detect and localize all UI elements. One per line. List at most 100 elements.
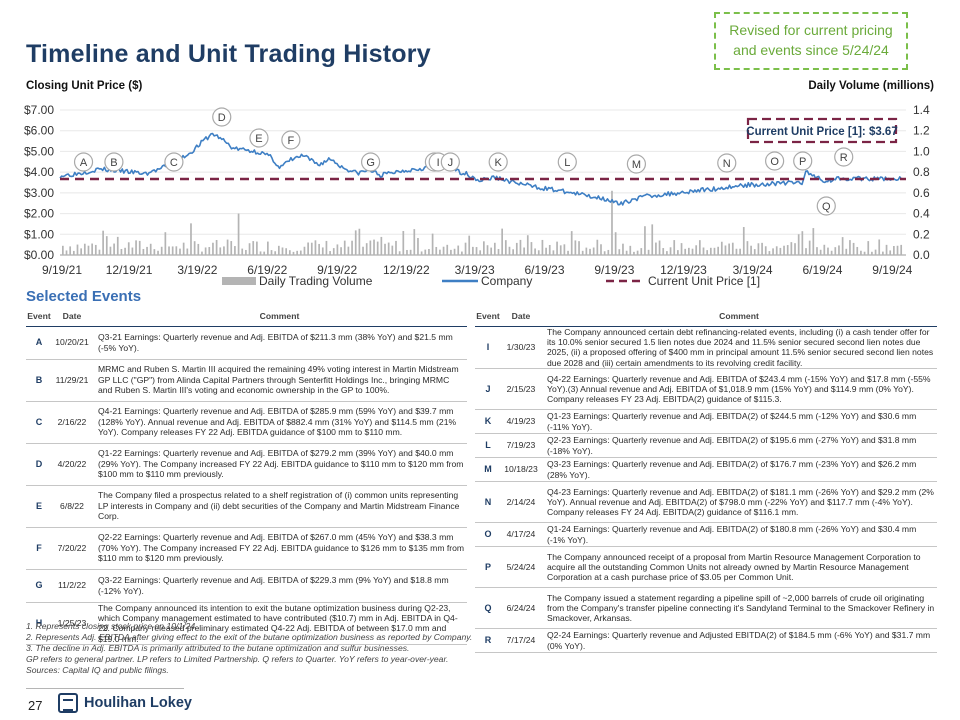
event-marker-j: J <box>440 152 460 172</box>
y-tick-label: $3.00 <box>24 186 54 200</box>
volume-bar <box>468 235 471 255</box>
x-tick-label: 9/19/23 <box>594 263 634 277</box>
footnote: 3. The decline in Adj. EBITDA is primari… <box>26 643 410 653</box>
volume-bar <box>182 242 185 255</box>
volume-bar <box>856 246 859 255</box>
x-tick-label: 12/19/21 <box>106 263 153 277</box>
event-marker-g: G <box>361 152 381 172</box>
volume-bar <box>783 245 785 255</box>
event-label: H <box>26 602 52 646</box>
volume-bar <box>655 242 657 255</box>
event-marker-label: C <box>170 157 178 169</box>
volume-bar <box>845 248 848 255</box>
event-date: 4/17/24 <box>501 522 541 548</box>
events-table-right: Event Date Comment I 1/30/23 The Company a… <box>475 306 937 654</box>
event-marker-p: P <box>793 151 813 171</box>
event-row-e: E 6/8/22 The Company filed a prospectus re… <box>26 485 467 528</box>
footer-divider <box>26 688 184 689</box>
volume-bar <box>98 249 101 255</box>
volume-bar <box>62 245 64 255</box>
volume-bar <box>530 242 533 255</box>
event-marker-q: Q <box>816 196 836 216</box>
footnote: 1. Represents closing stock price on 10/… <box>26 621 198 631</box>
volume-bar <box>270 250 273 255</box>
volume-bar <box>105 236 108 255</box>
x-tick-label: 9/19/21 <box>42 263 82 277</box>
event-date: 1/25/23 <box>52 602 92 646</box>
event-marker-label: D <box>218 112 226 124</box>
event-marker-circle <box>793 151 813 171</box>
y2-tick-label: 0.0 <box>913 248 930 262</box>
y2-tick-label: 1.4 <box>913 103 930 117</box>
event-marker-label: O <box>770 156 779 168</box>
volume-bar <box>662 248 665 255</box>
volume-bar <box>65 250 68 255</box>
volume-bar <box>369 240 372 255</box>
volume-bar <box>816 247 818 255</box>
logo-text: Houlihan Lokey <box>84 695 192 711</box>
volume-bar <box>614 232 617 255</box>
event-marker-label: E <box>255 133 262 145</box>
volume-bar <box>819 249 822 255</box>
volume-bar <box>552 250 555 255</box>
volume-bar <box>772 248 774 255</box>
event-marker-label: I <box>437 157 440 169</box>
volume-bar <box>885 244 888 255</box>
event-marker-n: N <box>717 153 737 173</box>
volume-bar <box>142 248 145 255</box>
y-tick-label: $4.00 <box>24 165 54 179</box>
current-price-layer: Current Unit Price [1]: $3.67 <box>60 117 906 181</box>
event-comment: Q2-22 Earnings: Quarterly revenue and Ad… <box>92 527 467 570</box>
volume-bar <box>395 240 397 255</box>
volume-bar <box>713 247 716 255</box>
event-comment: Q4-22 Earnings: Quarterly revenue and Ad… <box>541 368 937 411</box>
legend-label-current-price: Current Unit Price [1] <box>648 274 760 288</box>
volume-bar <box>314 240 317 255</box>
event-marker-label: G <box>366 157 375 169</box>
volume-bar <box>867 241 870 255</box>
volume-bar <box>563 244 566 255</box>
event-label: R <box>475 628 501 654</box>
volume-bar <box>124 247 126 255</box>
volume-bar <box>424 249 427 255</box>
volume-bar <box>768 251 771 255</box>
volume-bar <box>215 240 218 255</box>
selected-events-title: Selected Events <box>26 288 142 305</box>
volume-bar <box>153 249 156 255</box>
volume-bar <box>651 224 654 255</box>
volume-bar <box>241 248 244 255</box>
legend-swatch-volume <box>222 277 256 285</box>
event-marker-circle <box>73 152 94 172</box>
volume-bars <box>62 190 903 255</box>
x-tick-label: 6/19/24 <box>802 263 842 277</box>
event-row-d: D 4/20/22 Q1-22 Earnings: Quarterly revenu… <box>26 443 467 486</box>
event-marker-circle <box>557 152 577 172</box>
event-row-b: B 11/29/21 MRMC and Ruben S. Martin III ac… <box>26 359 467 402</box>
event-marker-d: D <box>212 107 232 127</box>
event-marker-f: F <box>281 130 301 150</box>
event-marker-circle <box>249 128 269 148</box>
volume-bar <box>149 243 152 255</box>
revised-note: Revised for current pricing and events s… <box>714 12 908 70</box>
volume-bar <box>849 240 851 255</box>
volume-bar <box>688 247 690 255</box>
volume-bar <box>69 246 72 255</box>
volume-bar <box>501 228 504 255</box>
volume-bar <box>391 245 394 255</box>
event-marker-c: C <box>164 152 184 172</box>
volume-bar <box>794 243 796 255</box>
volume-bar <box>131 247 134 255</box>
event-date: 6/8/22 <box>52 485 92 528</box>
volume-bar <box>439 249 441 255</box>
volume-bar <box>581 250 584 255</box>
volume-bar <box>453 248 456 255</box>
volume-bar <box>600 244 602 255</box>
y2-tick-label: 0.2 <box>913 227 930 241</box>
col-header-comment: Comment <box>541 306 937 327</box>
y-tick-label: $2.00 <box>24 207 54 221</box>
x-tick-label: 12/19/22 <box>383 263 430 277</box>
volume-bar <box>373 239 375 255</box>
volume-bar <box>384 243 386 255</box>
volume-bar <box>431 233 434 255</box>
company-logo: Houlihan Lokey <box>58 693 192 713</box>
